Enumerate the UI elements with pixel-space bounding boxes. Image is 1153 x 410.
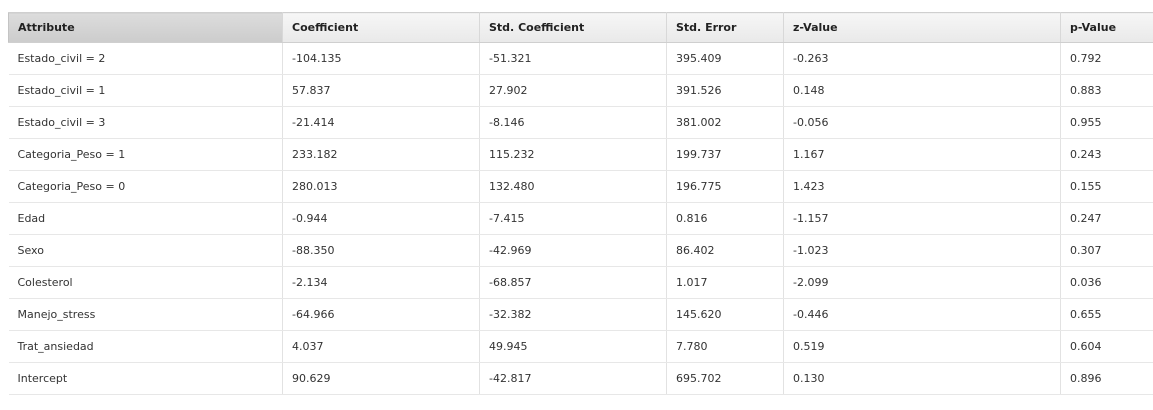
coefficient-table: Attribute Coefficient Std. Coefficient Std.…: [8, 12, 1153, 395]
cell-p-value: 0.036: [1060, 266, 1153, 299]
cell-attribute: Estado_civil = 1: [8, 74, 283, 107]
cell-attribute: Estado_civil = 3: [8, 106, 283, 139]
cell-attribute: Trat_ansiedad: [8, 330, 283, 363]
cell-p-value: 0.792: [1060, 42, 1153, 75]
cell-z-value: -2.099: [783, 266, 1061, 299]
column-header-z-value[interactable]: z-Value: [783, 12, 1061, 43]
cell-coefficient: -0.944: [282, 202, 480, 235]
cell-std-coefficient: -42.817: [479, 362, 667, 395]
cell-coefficient: 233.182: [282, 138, 480, 171]
table-row: Sexo -88.350 -42.969 86.402 -1.023 0.307: [8, 234, 1153, 267]
coefficient-table-container: Attribute Coefficient Std. Coefficient Std.…: [8, 12, 1153, 395]
cell-std-error: 1.017: [666, 266, 784, 299]
cell-coefficient: -64.966: [282, 298, 480, 331]
cell-std-coefficient: 27.902: [479, 74, 667, 107]
cell-coefficient: -21.414: [282, 106, 480, 139]
cell-std-error: 199.737: [666, 138, 784, 171]
cell-std-coefficient: 49.945: [479, 330, 667, 363]
cell-attribute: Estado_civil = 2: [8, 42, 283, 75]
cell-std-error: 395.409: [666, 42, 784, 75]
header-row: Attribute Coefficient Std. Coefficient Std.…: [8, 12, 1153, 43]
cell-z-value: -0.446: [783, 298, 1061, 331]
cell-z-value: 1.423: [783, 170, 1061, 203]
column-header-std-coefficient[interactable]: Std. Coefficient: [479, 12, 667, 43]
cell-z-value: -1.157: [783, 202, 1061, 235]
cell-std-error: 0.816: [666, 202, 784, 235]
cell-std-coefficient: -7.415: [479, 202, 667, 235]
table-body: Estado_civil = 2 -104.135 -51.321 395.409 -0…: [8, 42, 1153, 395]
column-header-p-value[interactable]: p-Value: [1060, 12, 1153, 43]
cell-p-value: 0.655: [1060, 298, 1153, 331]
cell-z-value: -0.056: [783, 106, 1061, 139]
cell-std-coefficient: 115.232: [479, 138, 667, 171]
cell-std-coefficient: -68.857: [479, 266, 667, 299]
cell-p-value: 0.896: [1060, 362, 1153, 395]
cell-std-error: 145.620: [666, 298, 784, 331]
cell-coefficient: -88.350: [282, 234, 480, 267]
cell-std-error: 7.780: [666, 330, 784, 363]
table-row: Estado_civil = 1 57.837 27.902 391.526 0.148…: [8, 74, 1153, 107]
column-header-std-error[interactable]: Std. Error: [666, 12, 784, 43]
cell-z-value: 0.519: [783, 330, 1061, 363]
cell-p-value: 0.243: [1060, 138, 1153, 171]
cell-std-coefficient: -32.382: [479, 298, 667, 331]
table-row: Categoria_Peso = 1 233.182 115.232 199.737 1…: [8, 138, 1153, 171]
cell-p-value: 0.307: [1060, 234, 1153, 267]
cell-z-value: 0.148: [783, 74, 1061, 107]
cell-attribute: Sexo: [8, 234, 283, 267]
cell-std-coefficient: -42.969: [479, 234, 667, 267]
table-row: Intercept 90.629 -42.817 695.702 0.130 0.896: [8, 362, 1153, 395]
cell-z-value: -1.023: [783, 234, 1061, 267]
cell-attribute: Intercept: [8, 362, 283, 395]
column-header-coefficient[interactable]: Coefficient: [282, 12, 480, 43]
table-row: Edad -0.944 -7.415 0.816 -1.157 0.247: [8, 202, 1153, 235]
cell-p-value: 0.883: [1060, 74, 1153, 107]
cell-std-coefficient: 132.480: [479, 170, 667, 203]
table-row: Categoria_Peso = 0 280.013 132.480 196.775 1…: [8, 170, 1153, 203]
table-row: Estado_civil = 3 -21.414 -8.146 381.002 -0.0…: [8, 106, 1153, 139]
cell-std-error: 391.526: [666, 74, 784, 107]
cell-coefficient: 57.837: [282, 74, 480, 107]
cell-z-value: 0.130: [783, 362, 1061, 395]
cell-std-coefficient: -51.321: [479, 42, 667, 75]
table-row: Colesterol -2.134 -68.857 1.017 -2.099 0.036: [8, 266, 1153, 299]
cell-attribute: Manejo_stress: [8, 298, 283, 331]
table-row: Trat_ansiedad 4.037 49.945 7.780 0.519 0.604: [8, 330, 1153, 363]
cell-std-error: 196.775: [666, 170, 784, 203]
cell-p-value: 0.955: [1060, 106, 1153, 139]
cell-attribute: Colesterol: [8, 266, 283, 299]
table-row: Estado_civil = 2 -104.135 -51.321 395.409 -0…: [8, 42, 1153, 75]
cell-p-value: 0.247: [1060, 202, 1153, 235]
table-header: Attribute Coefficient Std. Coefficient Std.…: [8, 12, 1153, 43]
cell-coefficient: 90.629: [282, 362, 480, 395]
cell-std-coefficient: -8.146: [479, 106, 667, 139]
cell-attribute: Edad: [8, 202, 283, 235]
cell-coefficient: -2.134: [282, 266, 480, 299]
cell-std-error: 381.002: [666, 106, 784, 139]
cell-coefficient: 280.013: [282, 170, 480, 203]
cell-coefficient: -104.135: [282, 42, 480, 75]
cell-z-value: -0.263: [783, 42, 1061, 75]
cell-coefficient: 4.037: [282, 330, 480, 363]
cell-p-value: 0.155: [1060, 170, 1153, 203]
cell-std-error: 86.402: [666, 234, 784, 267]
cell-z-value: 1.167: [783, 138, 1061, 171]
cell-attribute: Categoria_Peso = 0: [8, 170, 283, 203]
cell-attribute: Categoria_Peso = 1: [8, 138, 283, 171]
cell-p-value: 0.604: [1060, 330, 1153, 363]
column-header-attribute[interactable]: Attribute: [8, 12, 283, 43]
cell-std-error: 695.702: [666, 362, 784, 395]
table-row: Manejo_stress -64.966 -32.382 145.620 -0.446…: [8, 298, 1153, 331]
